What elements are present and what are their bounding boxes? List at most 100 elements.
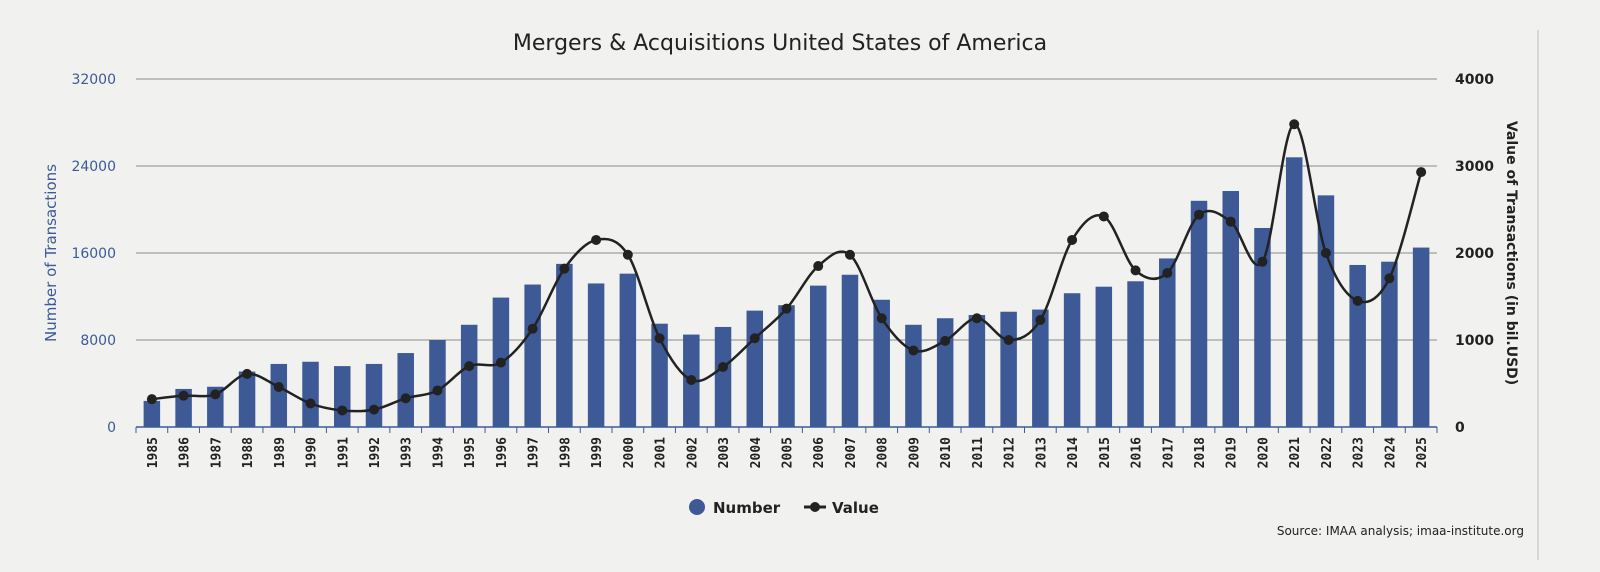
x-tick-label: 1996: [495, 437, 510, 468]
y-left-tick-label: 0: [107, 420, 116, 436]
bar-2007[interactable]: [841, 274, 859, 427]
bar-2024[interactable]: [1381, 261, 1398, 427]
x-tick-label: 2014: [1066, 437, 1081, 468]
bar-series-number: [143, 157, 1430, 428]
value-point-2010[interactable]: [940, 335, 951, 346]
value-point-1988[interactable]: [242, 368, 253, 379]
value-point-2005[interactable]: [781, 303, 792, 314]
x-tick-label: 1997: [527, 437, 542, 468]
value-point-2024[interactable]: [1384, 273, 1395, 284]
bar-2011[interactable]: [968, 314, 986, 427]
value-point-2013[interactable]: [1035, 314, 1046, 325]
value-point-2011[interactable]: [971, 313, 982, 324]
x-tick-label: 2018: [1193, 437, 1208, 468]
bar-2023[interactable]: [1349, 264, 1366, 427]
y-right-tick-label: 0: [1455, 420, 1465, 436]
value-point-1995[interactable]: [464, 361, 475, 372]
value-point-2001[interactable]: [654, 333, 665, 344]
value-point-2003[interactable]: [718, 361, 729, 372]
value-point-1996[interactable]: [495, 357, 506, 368]
bar-1995[interactable]: [460, 324, 478, 427]
legend-number-marker: [689, 499, 705, 515]
bar-2017[interactable]: [1159, 258, 1176, 427]
bar-1989[interactable]: [270, 363, 288, 427]
bar-2019[interactable]: [1222, 191, 1239, 427]
value-point-2018[interactable]: [1194, 209, 1205, 220]
legend-item-number[interactable]: Number: [689, 499, 781, 517]
bar-2014[interactable]: [1063, 293, 1081, 427]
bar-2015[interactable]: [1095, 286, 1113, 427]
bar-2012[interactable]: [1000, 311, 1017, 427]
x-tick-label: 2012: [1003, 437, 1018, 468]
legend-value-label: Value: [832, 499, 879, 517]
bar-2025[interactable]: [1412, 247, 1430, 427]
bar-2001[interactable]: [651, 323, 668, 427]
bar-1985[interactable]: [143, 400, 161, 427]
value-point-2023[interactable]: [1352, 295, 1363, 306]
value-point-1998[interactable]: [559, 263, 570, 274]
value-point-2012[interactable]: [1003, 335, 1014, 345]
value-point-2007[interactable]: [844, 249, 855, 260]
value-point-1997[interactable]: [527, 323, 538, 334]
bar-2009[interactable]: [905, 324, 922, 427]
value-point-1989[interactable]: [273, 381, 284, 392]
bar-1998[interactable]: [556, 263, 573, 427]
y-axis-left-label: Number of Transactions: [42, 164, 60, 342]
bar-2018[interactable]: [1190, 200, 1208, 427]
value-point-2002[interactable]: [686, 375, 697, 386]
value-point-2006[interactable]: [813, 261, 824, 272]
bar-1997[interactable]: [524, 284, 541, 427]
value-point-1993[interactable]: [400, 393, 411, 404]
x-tick-label: 2008: [876, 437, 891, 468]
y-left-tick-label: 32000: [71, 72, 116, 88]
x-tick-label: 2013: [1034, 437, 1049, 468]
value-point-2000[interactable]: [622, 249, 633, 260]
value-point-2004[interactable]: [749, 333, 760, 344]
value-point-2017[interactable]: [1162, 268, 1173, 279]
value-point-1985[interactable]: [146, 394, 157, 405]
value-point-1990[interactable]: [305, 398, 316, 409]
bar-1992[interactable]: [365, 363, 383, 427]
value-point-1999[interactable]: [591, 234, 602, 245]
value-point-2021[interactable]: [1289, 119, 1300, 130]
bar-1990[interactable]: [302, 361, 319, 427]
value-point-1994[interactable]: [432, 385, 443, 396]
bar-2016[interactable]: [1127, 281, 1144, 427]
bar-1993[interactable]: [397, 353, 414, 427]
bar-1994[interactable]: [429, 340, 446, 427]
bar-1991[interactable]: [334, 366, 351, 427]
value-point-2014[interactable]: [1067, 234, 1078, 245]
bar-2003[interactable]: [714, 326, 732, 427]
value-point-1987[interactable]: [210, 389, 221, 400]
bar-2004[interactable]: [746, 310, 764, 427]
legend-item-value[interactable]: Value: [804, 499, 879, 517]
bar-2005[interactable]: [778, 305, 795, 427]
bar-2021[interactable]: [1285, 157, 1303, 428]
y-right-tick-label: 3000: [1455, 159, 1494, 175]
bar-2010[interactable]: [936, 318, 954, 427]
x-tick-label: 2010: [939, 437, 954, 468]
bar-2013[interactable]: [1032, 309, 1049, 427]
bar-2008[interactable]: [873, 299, 890, 427]
value-point-2019[interactable]: [1225, 216, 1236, 227]
bar-2006[interactable]: [809, 285, 827, 427]
bar-2000[interactable]: [619, 273, 637, 427]
value-point-1991[interactable]: [337, 405, 348, 416]
bar-1988[interactable]: [238, 371, 256, 427]
y-right-tick-label: 4000: [1455, 72, 1494, 88]
x-tick-label: 2009: [907, 437, 922, 468]
value-point-1992[interactable]: [368, 404, 379, 415]
value-point-1986[interactable]: [178, 390, 189, 401]
bar-2020[interactable]: [1254, 227, 1271, 427]
value-point-2025[interactable]: [1416, 167, 1427, 178]
x-tick-label: 1991: [336, 437, 351, 468]
value-point-2022[interactable]: [1320, 248, 1331, 258]
value-point-2009[interactable]: [908, 345, 919, 356]
value-point-2015[interactable]: [1098, 211, 1109, 222]
source-note: Source: IMAA analysis; imaa-institute.or…: [1277, 524, 1524, 538]
value-point-2008[interactable]: [876, 313, 887, 324]
bar-1999[interactable]: [587, 283, 605, 427]
value-point-2020[interactable]: [1257, 256, 1268, 267]
value-point-2016[interactable]: [1130, 265, 1141, 276]
